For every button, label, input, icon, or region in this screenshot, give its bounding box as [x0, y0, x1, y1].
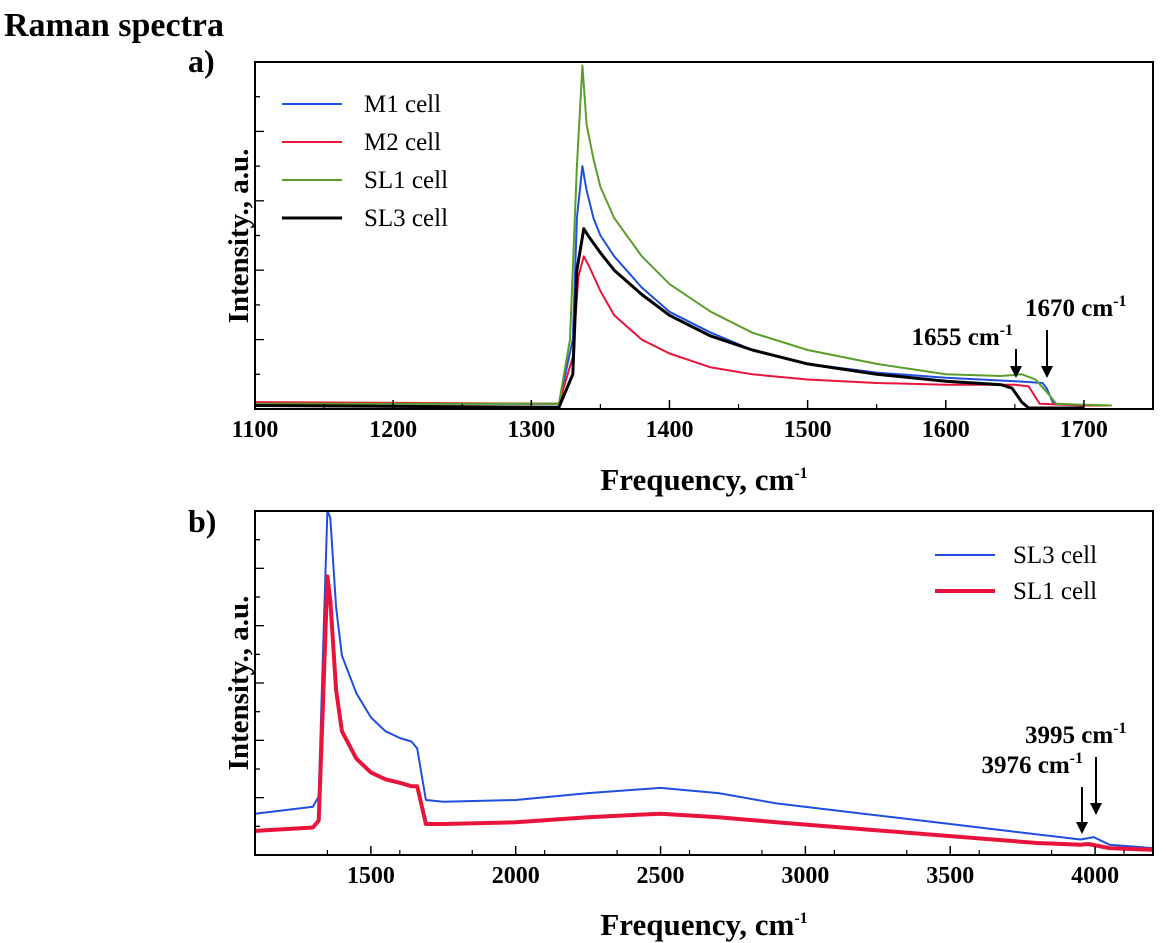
panel-a-x-tick-label-6: 1700 [1060, 417, 1108, 443]
panel-a-x-tick-label-2: 1300 [507, 417, 555, 443]
panel-a-legend: M1 cell M2 cell SL1 cell SL3 cell [282, 91, 448, 232]
panel-b-series-line-1 [254, 574, 1154, 852]
panel-a-x-tick-label-5: 1600 [922, 417, 970, 443]
panel-a-label: a) [188, 43, 215, 79]
panel-a-legend-label-2: SL1 cell [364, 167, 448, 194]
figure-title: Raman spectra [4, 7, 224, 44]
panel-a-annotations: 1655 cm-1 1670 cm-1 [912, 293, 1127, 378]
panel-b-annotation-1: 3995 cm-1 [1025, 720, 1127, 749]
panel-b-x-tick-label-0: 1500 [347, 863, 395, 889]
panel-b: b) 1500 2000 2500 3000 3500 4000 SL3 cell SL1 … [188, 503, 1154, 942]
panel-a-annotation-arrowhead-1 [1041, 366, 1053, 378]
panel-b-x-tick-label-4: 3500 [926, 863, 974, 889]
panel-b-y-axis-label: Intensity., a.u. [223, 596, 255, 771]
panel-b-x-tick-label-1: 2000 [492, 863, 540, 889]
panel-b-x-tick-label-3: 3000 [781, 863, 829, 889]
panel-a-annotation-0: 1655 cm-1 [912, 322, 1014, 351]
panel-a-legend-label-1: M2 cell [364, 129, 441, 156]
panel-b-ticks: 1500 2000 2500 3000 3500 4000 [254, 539, 1125, 889]
panel-a-series [254, 64, 1112, 410]
panel-a-ticks: 1100 1200 1300 1400 1500 1600 1700 [232, 96, 1154, 443]
panel-a-x-tick-label-0: 1100 [232, 417, 279, 443]
panel-b-x-tick-label-2: 2500 [637, 863, 685, 889]
panel-b-x-tick-label-5: 4000 [1071, 863, 1119, 889]
panel-b-annotation-arrowhead-0 [1076, 822, 1088, 834]
panel-b-annotation-arrowhead-1 [1090, 803, 1102, 815]
panel-b-label: b) [188, 503, 216, 539]
panel-a-x-tick-label-1: 1200 [369, 417, 417, 443]
panel-a-y-axis-label: Intensity., a.u. [223, 149, 255, 324]
panel-b-annotation-0: 3976 cm-1 [982, 750, 1084, 779]
panel-b-legend: SL3 cell SL1 cell [935, 542, 1097, 605]
panel-a-series-line-0 [255, 165, 1112, 407]
panel-a: a) 1100 1200 1300 1400 1500 1600 1700 M1 cellM… [188, 43, 1154, 497]
panel-a-series-line-2 [255, 64, 1112, 407]
panel-a-series-line-3 [254, 227, 1084, 410]
panel-b-legend-label-0: SL3 cell [1013, 542, 1097, 569]
panel-b-legend-label-1: SL1 cell [1013, 578, 1097, 605]
panel-a-x-tick-label-4: 1500 [784, 417, 832, 443]
panel-a-x-tick-label-3: 1400 [645, 417, 693, 443]
panel-a-x-axis-label: Frequency, cm-1 [600, 462, 807, 497]
panel-a-annotation-1: 1670 cm-1 [1025, 293, 1127, 322]
panel-a-series-line-1 [254, 255, 1112, 407]
panel-a-legend-label-0: M1 cell [364, 91, 441, 118]
panel-b-series [254, 510, 1154, 852]
panel-b-x-axis-label: Frequency, cm-1 [600, 907, 807, 942]
panel-a-annotation-arrowhead-0 [1010, 366, 1022, 378]
panel-b-series-line-0 [254, 510, 1154, 850]
panel-a-legend-label-3: SL3 cell [364, 205, 448, 232]
